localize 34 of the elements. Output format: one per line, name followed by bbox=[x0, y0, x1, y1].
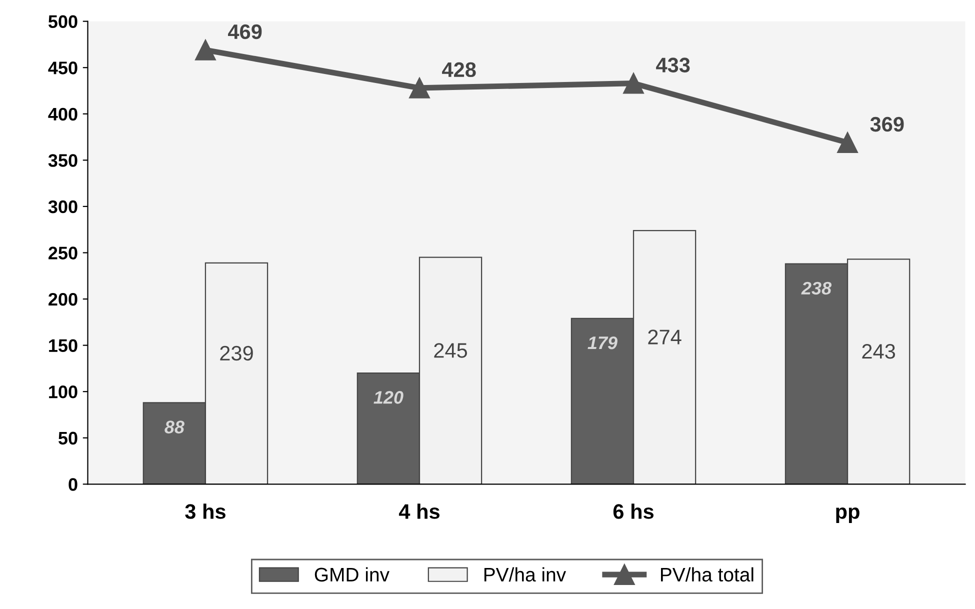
point bbox=[409, 78, 430, 98]
x-tick-label: 6 hs bbox=[613, 504, 654, 519]
y-tick-label: 150 bbox=[49, 339, 78, 352]
legend-label: PV/ha total bbox=[661, 567, 754, 582]
data-label: 428 bbox=[442, 62, 476, 78]
y-tick-label: 400 bbox=[48, 108, 78, 121]
y-tick-label: 100 bbox=[49, 386, 78, 398]
y-tick-label: 450 bbox=[48, 62, 78, 74]
legend-label: PV/ha inv bbox=[484, 567, 566, 582]
point bbox=[623, 72, 644, 94]
data-label: 243 bbox=[862, 344, 896, 359]
y-tick-label: 200 bbox=[48, 292, 78, 306]
y-tick-label: 500 bbox=[48, 15, 78, 28]
data-label: 88 bbox=[164, 420, 184, 434]
y-tick-label: 250 bbox=[48, 246, 78, 260]
y-tick-label: 350 bbox=[48, 154, 78, 167]
data-label: 245 bbox=[434, 343, 468, 358]
point bbox=[195, 40, 216, 60]
legend-label: GMD inv bbox=[314, 567, 390, 582]
data-label: 120 bbox=[374, 391, 404, 404]
data-label: 274 bbox=[648, 330, 682, 344]
point bbox=[837, 132, 858, 153]
data-label: 179 bbox=[588, 336, 618, 350]
data-label: 238 bbox=[801, 282, 832, 295]
data-label: 469 bbox=[228, 24, 262, 40]
data-label: 433 bbox=[656, 58, 690, 72]
x-tick-label: pp bbox=[836, 507, 860, 524]
x-tick-label: 3 hs bbox=[185, 504, 226, 519]
data-label: 369 bbox=[870, 116, 904, 132]
y-tick-label: 50 bbox=[58, 432, 78, 445]
y-tick-label: 0 bbox=[68, 478, 78, 491]
y-tick-label: 300 bbox=[48, 200, 78, 214]
x-tick-label: 4 hs bbox=[398, 504, 440, 519]
data-label: 239 bbox=[220, 346, 253, 361]
